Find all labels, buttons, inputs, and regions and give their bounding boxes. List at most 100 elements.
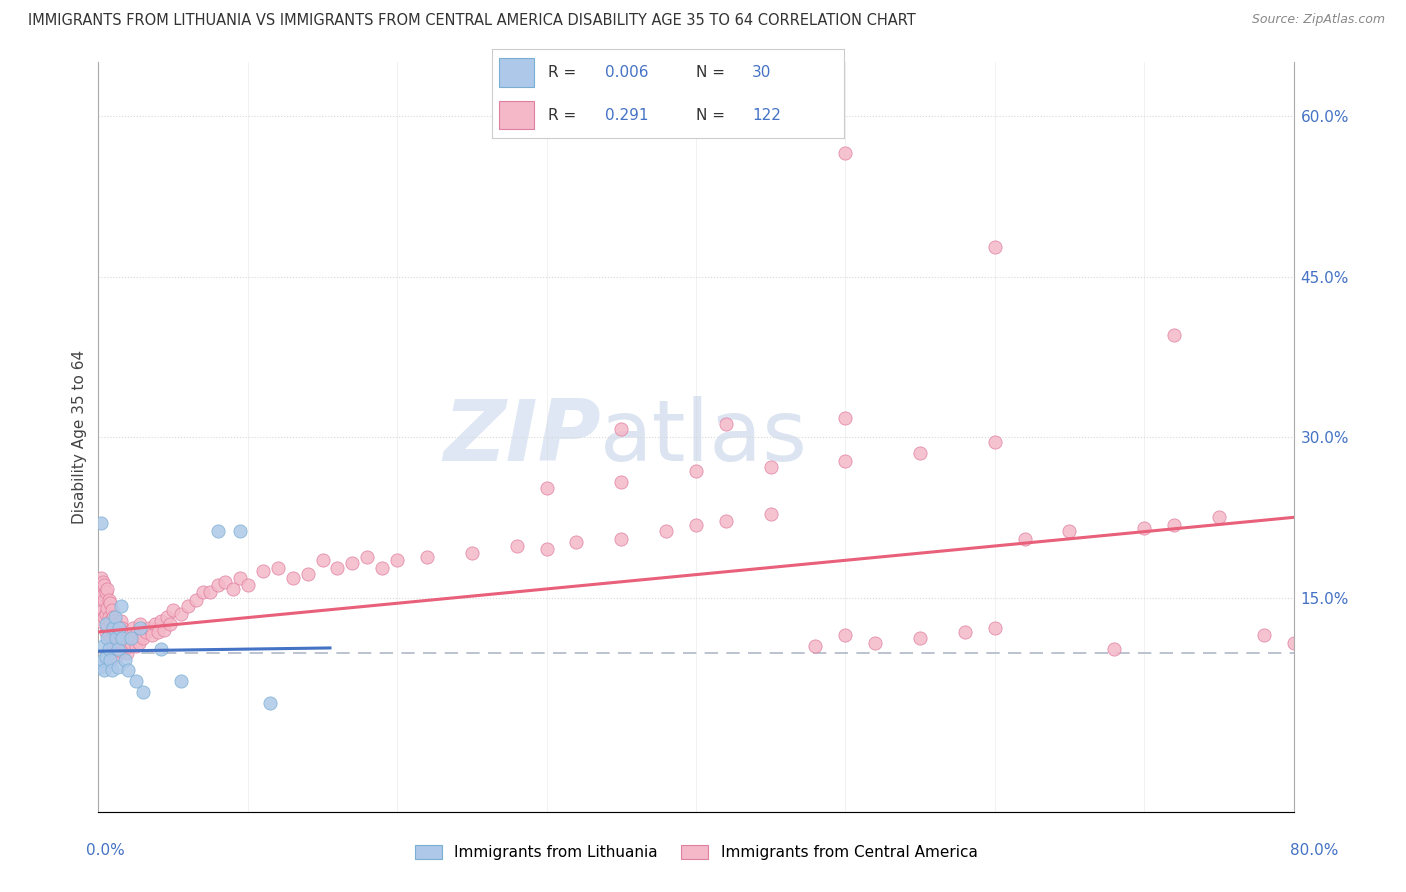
Point (267, 560, 290, 574)
Point (222, 582, 245, 596)
Text: 122: 122 (752, 108, 782, 122)
Point (115, 646, 138, 660)
Point (252, 564, 274, 578)
Point (326, 560, 349, 574)
Point (610, 475, 633, 489)
Point (105, 617, 128, 632)
Point (1133, 521, 1156, 535)
Point (125, 674, 148, 689)
Point (110, 599, 132, 614)
Point (91, 603, 114, 617)
Point (103, 624, 125, 639)
Point (114, 653, 136, 667)
Point (169, 607, 191, 621)
Point (311, 553, 333, 567)
Point (110, 614, 132, 628)
Y-axis label: Disability Age 35 to 64: Disability Age 35 to 64 (72, 350, 87, 524)
Point (132, 632, 155, 646)
Point (115, 632, 138, 646)
Point (94, 649, 117, 664)
Point (297, 567, 319, 582)
Point (184, 592, 207, 607)
Point (1104, 642, 1126, 657)
FancyBboxPatch shape (499, 101, 534, 129)
Point (103, 621, 125, 635)
Point (834, 146, 856, 161)
Point (371, 560, 394, 574)
Point (111, 635, 134, 649)
Text: 80.0%: 80.0% (1291, 843, 1339, 858)
Point (127, 624, 149, 639)
Point (103, 642, 125, 657)
Point (416, 549, 439, 564)
Point (565, 535, 588, 549)
Point (714, 514, 737, 528)
Point (984, 435, 1007, 450)
Point (984, 621, 1007, 635)
Text: IMMIGRANTS FROM LITHUANIA VS IMMIGRANTS FROM CENTRAL AMERICA DISABILITY AGE 35 T: IMMIGRANTS FROM LITHUANIA VS IMMIGRANTS … (28, 13, 915, 29)
Point (121, 621, 143, 635)
Point (124, 632, 146, 646)
Point (834, 410, 856, 425)
Point (129, 617, 152, 632)
Point (685, 464, 707, 478)
Point (94, 617, 117, 632)
Point (90, 599, 112, 614)
Point (90, 571, 112, 585)
Point (107, 635, 129, 649)
Point (125, 639, 148, 653)
Point (108, 621, 131, 635)
Point (93, 578, 115, 592)
Point (984, 239, 1007, 253)
Point (94, 624, 117, 639)
Point (91, 589, 114, 603)
FancyBboxPatch shape (499, 58, 534, 87)
Point (96, 621, 118, 635)
Text: 0.0%: 0.0% (86, 843, 125, 858)
Point (89, 660, 111, 674)
Point (120, 632, 142, 646)
Point (90, 585, 112, 599)
Point (150, 614, 173, 628)
Point (229, 524, 252, 539)
Point (461, 546, 484, 560)
Point (1253, 628, 1275, 642)
Point (1014, 532, 1036, 546)
Point (108, 639, 131, 653)
Text: 0.291: 0.291 (605, 108, 648, 122)
Point (141, 628, 163, 642)
Point (685, 517, 707, 532)
Point (156, 610, 179, 624)
Point (120, 635, 142, 649)
Point (1163, 517, 1185, 532)
Point (153, 623, 176, 637)
Point (953, 624, 976, 639)
Text: R =: R = (548, 65, 576, 79)
Point (98, 653, 122, 667)
Point (759, 460, 782, 475)
Point (112, 639, 135, 653)
Point (229, 571, 252, 585)
Point (118, 628, 141, 642)
Point (214, 574, 236, 589)
Point (159, 617, 181, 632)
Point (97, 628, 120, 642)
Point (207, 524, 229, 539)
Point (385, 553, 409, 567)
Point (177, 599, 200, 614)
Point (104, 646, 127, 660)
Point (91, 653, 114, 667)
Point (93, 610, 115, 624)
Point (98, 614, 122, 628)
Point (759, 507, 782, 521)
Point (281, 571, 304, 585)
Text: N =: N = (696, 65, 725, 79)
Point (610, 532, 633, 546)
Point (908, 632, 931, 646)
Point (90, 516, 112, 530)
Point (108, 624, 131, 639)
Point (132, 685, 155, 699)
Point (107, 660, 129, 674)
Point (105, 632, 128, 646)
Point (162, 603, 184, 617)
